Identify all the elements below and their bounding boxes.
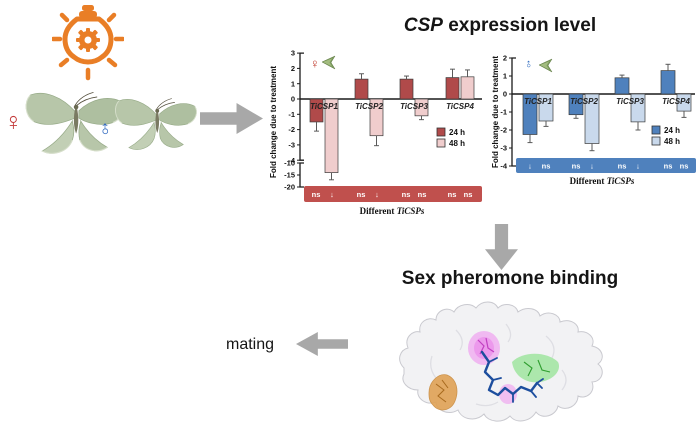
y-tick-label: 1 xyxy=(503,72,507,81)
binding-pocket-green xyxy=(512,353,560,383)
y-tick-label: -2 xyxy=(500,126,507,135)
legend-swatch xyxy=(651,136,661,146)
arrow-down-icon xyxy=(485,224,518,270)
ligand-sticks xyxy=(480,350,544,403)
significance-symbol: ↓ xyxy=(528,161,532,170)
category-label: TiCSP2 xyxy=(570,97,598,106)
category-label: TiCSP1 xyxy=(524,97,552,106)
bar-24h-TiCSP3 xyxy=(614,77,630,95)
female-symbol: ♀ xyxy=(310,56,320,71)
bar-24h-TiCSP4 xyxy=(445,77,460,100)
y-axis-below-break xyxy=(299,162,304,188)
legend-swatch xyxy=(436,127,446,137)
x-axis-label: Different TiCSPs xyxy=(360,206,425,216)
moth-icon xyxy=(321,55,336,70)
male-symbol: ♂ xyxy=(520,56,536,72)
page-title: CSP expression level xyxy=(375,15,625,37)
significance-symbol: ns xyxy=(402,190,411,199)
lightbulb-gear-icon xyxy=(52,5,124,81)
female-expression-chart: 3 2 1 0 -1 -2 -3 -4 -10 -15 -20 TiCSP1 TiCSP2 TiCSP3 T… xyxy=(268,40,486,222)
y-tick-label: -1 xyxy=(288,110,295,119)
legend-swatch xyxy=(436,138,446,148)
y-axis xyxy=(511,57,516,167)
protein-surface xyxy=(399,301,603,422)
significance-symbol: ↓ xyxy=(375,190,379,199)
category-label: TiCSP2 xyxy=(355,102,383,111)
y-axis-label: Fold change due to treatment xyxy=(269,66,278,178)
significance-symbol: ns xyxy=(542,161,551,170)
bar-24h-TiCSP2 xyxy=(354,78,369,100)
y-tick-label: 0 xyxy=(291,95,295,104)
significance-symbol: ns xyxy=(418,190,427,199)
y-tick-label: 3 xyxy=(291,49,295,58)
title-italic-part: CSP xyxy=(403,15,443,36)
significance-symbol: ns xyxy=(357,190,366,199)
significance-band xyxy=(304,186,482,202)
legend-label: 24 h xyxy=(449,128,465,137)
significance-symbol: ns xyxy=(464,190,473,199)
significance-band xyxy=(516,158,696,173)
bar-48h-TiCSP4 xyxy=(460,76,475,100)
y-tick-label: -20 xyxy=(284,183,295,192)
legend-label: 24 h xyxy=(664,126,680,135)
category-label: TiCSP1 xyxy=(310,102,338,111)
female-chart-canvas: 3 2 1 0 -1 -2 -3 -4-10 -15 -20 TiCSP1 TiCSP2 TiCSP3 T… xyxy=(269,49,482,216)
significance-symbol: ns xyxy=(448,190,457,199)
y-tick-label: -1 xyxy=(500,108,507,117)
y-tick-label: 2 xyxy=(291,64,295,73)
y-tick-label: -3 xyxy=(500,144,507,153)
significance-symbol: ns xyxy=(680,161,689,170)
y-tick-label: 0 xyxy=(503,90,507,99)
arrow-right-icon xyxy=(200,103,263,134)
legend-label: 48 h xyxy=(449,139,465,148)
male-expression-chart: 2 1 0 -1 -2 -3 -4 TiCSP1 TiCSP2 TiCSP3 TiCSP4 ↓ ns ns… xyxy=(490,46,700,198)
protein-structure xyxy=(399,301,603,422)
y-tick-label: -15 xyxy=(284,171,295,180)
binding-label: Sex pheromone binding xyxy=(401,268,619,289)
significance-symbol: ns xyxy=(312,190,321,199)
y-tick-label: -10 xyxy=(284,159,295,168)
female-symbol: ♀ xyxy=(4,108,23,136)
bar-24h-TiCSP4 xyxy=(660,70,676,95)
significance-symbol: ns xyxy=(664,161,673,170)
binding-pocket-orange xyxy=(428,374,458,411)
y-tick-label: -3 xyxy=(288,141,295,150)
y-tick-label: 2 xyxy=(503,54,507,63)
legend-swatch xyxy=(651,125,661,135)
significance-symbol: ↓ xyxy=(636,161,640,170)
y-axis xyxy=(299,52,304,161)
gear-icon xyxy=(76,28,100,52)
category-label: TiCSP3 xyxy=(616,97,644,106)
title-rest: expression level xyxy=(442,15,597,36)
bar-24h-TiCSP3 xyxy=(399,78,414,100)
significance-symbol: ns xyxy=(618,161,627,170)
male-moth-image xyxy=(115,98,197,150)
significance-symbol: ↓ xyxy=(330,190,334,199)
category-label: TiCSP4 xyxy=(662,97,690,106)
mating-label: mating xyxy=(226,336,275,353)
legend-label: 48 h xyxy=(664,137,680,146)
significance-symbol: ↓ xyxy=(590,161,594,170)
y-tick-label: -4 xyxy=(288,156,295,165)
x-axis-label: Different TiCSPs xyxy=(570,176,635,186)
significance-symbol: ns xyxy=(572,161,581,170)
y-tick-label: -4 xyxy=(500,162,507,171)
y-axis-label: Fold change due to treatment xyxy=(491,56,500,168)
moth-icon xyxy=(538,58,553,73)
category-label: TiCSP4 xyxy=(446,102,474,111)
y-tick-label: -2 xyxy=(288,125,295,134)
svg-text:♂: ♂ xyxy=(520,56,536,72)
arrow-left-icon xyxy=(296,332,348,356)
category-label: TiCSP3 xyxy=(400,102,428,111)
y-tick-label: 1 xyxy=(291,79,295,88)
